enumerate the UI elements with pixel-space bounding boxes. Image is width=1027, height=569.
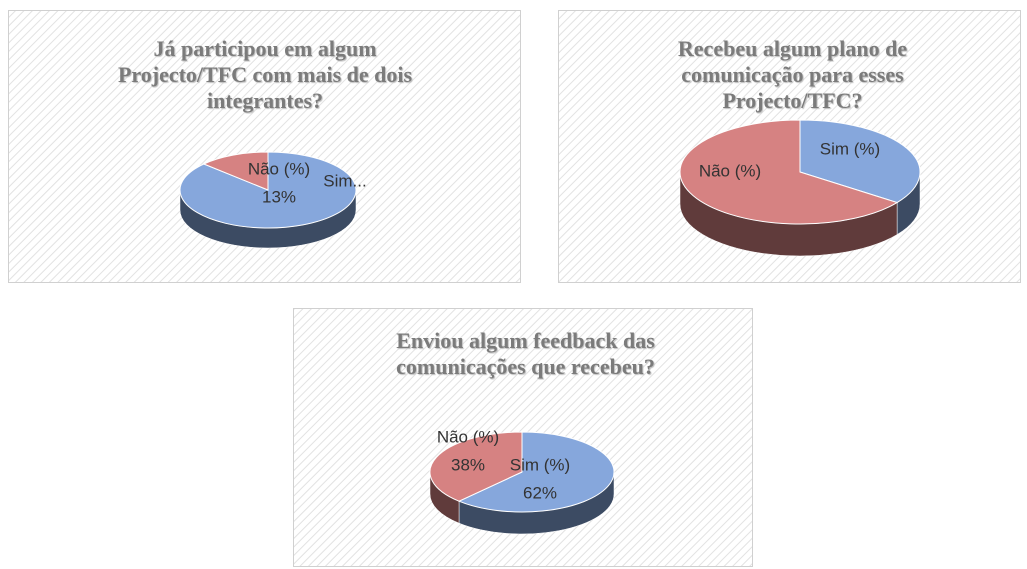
data-label-name: Sim... [323, 171, 366, 190]
data-label-name: Não (%) [248, 159, 310, 178]
data-label-name: Sim (%) [820, 139, 880, 158]
chart-title: Recebeu algum plano de comunicação para … [677, 36, 908, 113]
data-label-value: 13% [262, 187, 296, 206]
slice [202, 151, 269, 191]
chart-title: Já participou em algum Projecto/TFC com … [117, 36, 413, 113]
data-label-name: Não (%) [699, 161, 761, 180]
slice [799, 119, 921, 204]
data-label-value: 62% [523, 483, 557, 502]
data-label-name: Não (%) [437, 427, 499, 446]
data-label-value: 38% [451, 455, 485, 474]
slice [429, 431, 523, 502]
data-label-name: Sim (%) [510, 455, 570, 474]
slice [679, 119, 899, 225]
chart-title: Enviou algum feedback das comunicações q… [396, 328, 655, 379]
slice [457, 431, 615, 513]
